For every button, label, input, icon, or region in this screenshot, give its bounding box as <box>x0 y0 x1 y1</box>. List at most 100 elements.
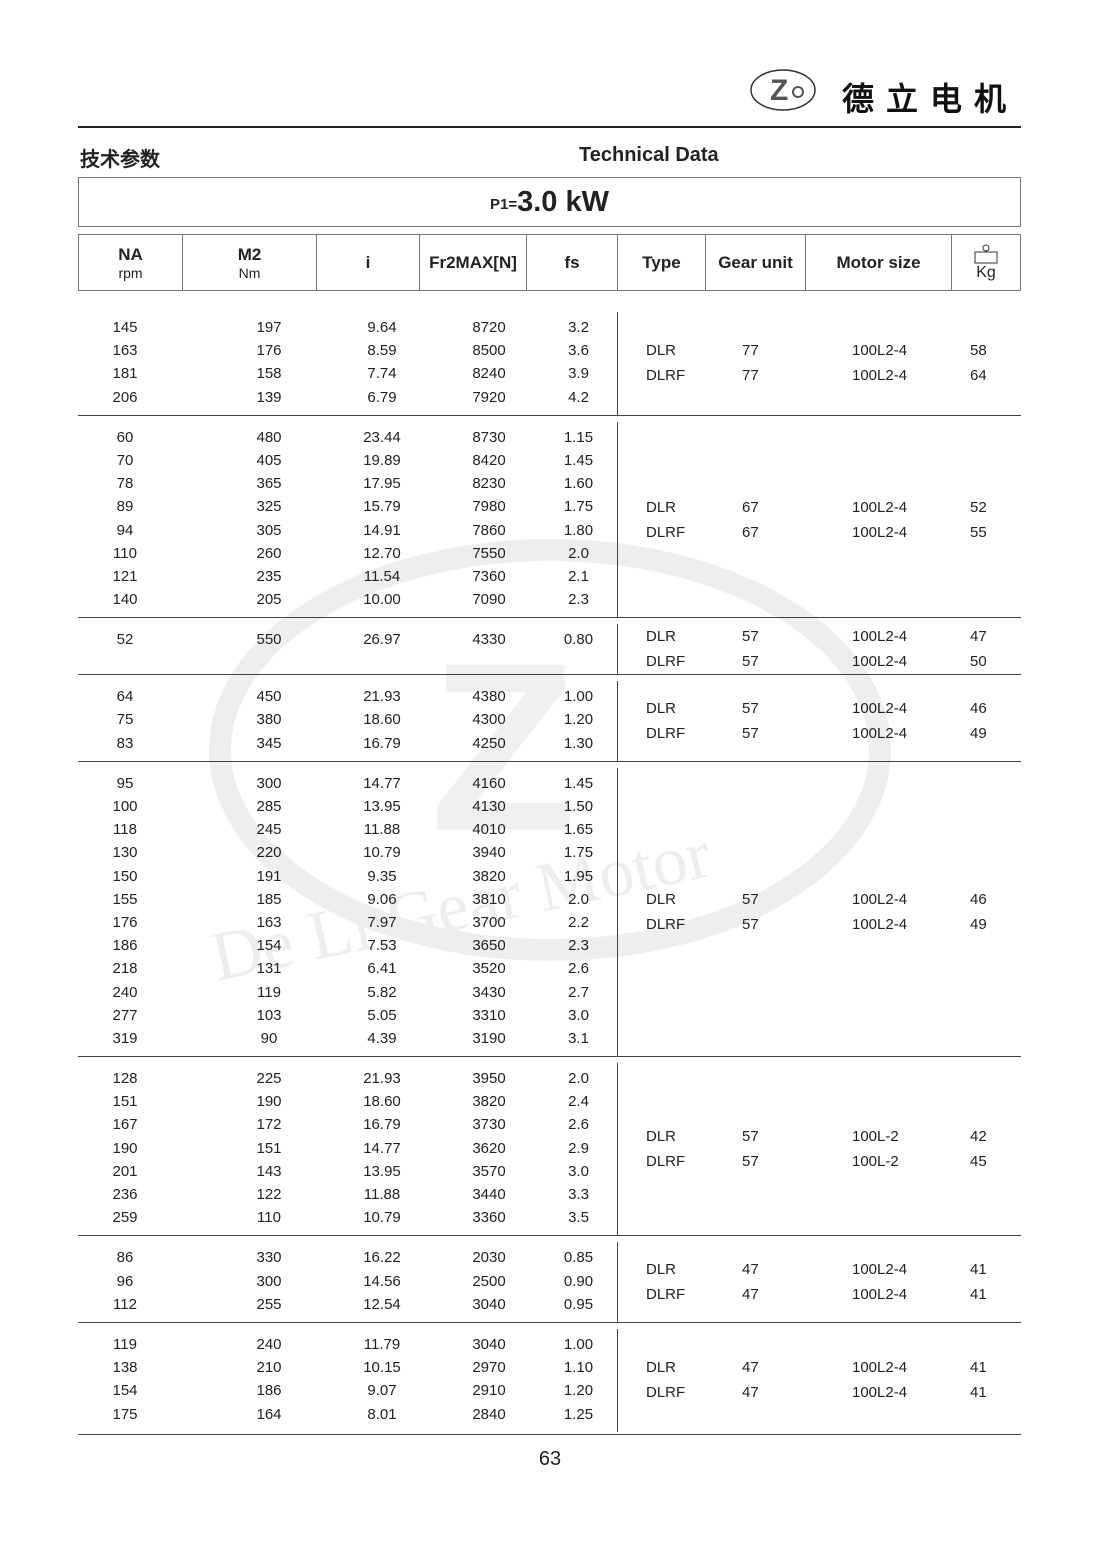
cell-i: 10.15 <box>363 1359 401 1377</box>
header-kg: Kg <box>952 235 1020 290</box>
table-row: 190 151 14.77 3620 2.9 <box>78 1137 617 1160</box>
cell-type: DLR <box>646 628 677 646</box>
cell-m2: 255 <box>256 1295 282 1313</box>
table-row: 112 255 12.54 3040 0.95 <box>78 1293 617 1316</box>
cell-fr2max: 3700 <box>472 913 506 931</box>
cell-weight: 52 <box>970 498 987 516</box>
table-row: 163 176 8.59 8500 3.6 <box>78 339 617 362</box>
cell-m2: 176 <box>256 342 282 360</box>
cell-fr2max: 4300 <box>472 711 506 729</box>
cell-fr2max: 7920 <box>472 388 506 406</box>
cell-na: 176 <box>112 913 138 931</box>
cell-fr2max: 8730 <box>472 428 506 446</box>
header-i: i <box>317 235 420 290</box>
cell-fr2max: 3040 <box>472 1295 506 1313</box>
cell-m2: 225 <box>256 1070 282 1088</box>
cell-fs: 2.1 <box>568 567 589 585</box>
table-row: 94 305 14.91 7860 1.80 <box>78 519 617 542</box>
cell-type: DLRF <box>646 915 686 933</box>
cell-gear-unit: 77 <box>742 367 759 385</box>
cell-weight: 58 <box>970 342 987 360</box>
cell-m2: 245 <box>256 821 282 839</box>
cell-gear-unit: 57 <box>742 1128 759 1146</box>
power-value: 3.0 kW <box>517 186 609 218</box>
cell-na: 175 <box>112 1405 138 1423</box>
cell-weight: 55 <box>970 523 987 541</box>
table-row: 130 220 10.79 3940 1.75 <box>78 841 617 864</box>
cell-fr2max: 8500 <box>472 342 506 360</box>
cell-motor-size: 100L2-4 <box>852 628 908 646</box>
cell-type: DLR <box>646 1359 677 1377</box>
power-label: P1= <box>490 196 518 213</box>
table-row: 110 260 12.70 7550 2.0 <box>78 542 617 565</box>
group-rows: 52 550 26.97 4330 0.80 <box>78 628 617 668</box>
cell-fr2max: 3310 <box>472 1006 506 1024</box>
cell-m2: 163 <box>256 913 282 931</box>
cell-na: 163 <box>112 342 138 360</box>
cell-fr2max: 2030 <box>472 1249 506 1267</box>
cell-m2: 110 <box>257 1209 281 1227</box>
cell-fr2max: 3620 <box>472 1139 506 1157</box>
table-row: 128 225 21.93 3950 2.0 <box>78 1067 617 1090</box>
cell-fs: 2.9 <box>568 1139 589 1157</box>
group-units: DLR 57 100L2-4 46 DLRF 57 100L2-4 49 <box>617 767 1030 1057</box>
cell-na: 140 <box>112 591 138 609</box>
cell-fr2max: 3820 <box>472 867 506 885</box>
cell-fr2max: 4250 <box>472 734 506 752</box>
cell-m2: 220 <box>256 844 282 862</box>
cell-fr2max: 7360 <box>472 567 506 585</box>
cell-m2: 450 <box>256 688 282 706</box>
cell-i: 10.00 <box>363 591 401 609</box>
cell-m2: 330 <box>256 1249 282 1267</box>
cell-motor-size: 100L-2 <box>852 1128 899 1146</box>
cell-na: 52 <box>116 631 134 649</box>
table-row: 150 191 9.35 3820 1.95 <box>78 865 617 888</box>
cell-fr2max: 2910 <box>472 1382 506 1400</box>
cell-i: 9.35 <box>367 867 397 885</box>
table-group: 86 330 16.22 2030 0.85 96 300 14.56 2500 0.90 112 2… <box>78 1236 1021 1323</box>
cell-type: DLR <box>646 498 677 516</box>
table-row: 155 185 9.06 3810 2.0 <box>78 888 617 911</box>
cell-na: 83 <box>116 734 134 752</box>
cell-fs: 0.80 <box>563 631 594 649</box>
cell-m2: 300 <box>256 774 282 792</box>
cell-fs: 1.80 <box>563 521 594 539</box>
cell-i: 26.97 <box>363 631 401 649</box>
cell-weight: 45 <box>970 1153 987 1171</box>
cell-i: 10.79 <box>363 844 401 862</box>
cell-fr2max: 2840 <box>472 1405 506 1423</box>
cell-i: 14.77 <box>363 1139 401 1157</box>
cell-type: DLR <box>646 1261 677 1279</box>
cell-fs: 1.45 <box>563 451 594 469</box>
cell-weight: 47 <box>970 628 987 646</box>
cell-fs: 3.1 <box>568 1029 589 1047</box>
cell-na: 201 <box>112 1162 138 1180</box>
table-row: 75 380 18.60 4300 1.20 <box>78 708 617 731</box>
cell-m2: 235 <box>256 567 282 585</box>
cell-i: 17.95 <box>363 475 401 493</box>
cell-m2: 185 <box>256 890 282 908</box>
cell-weight: 41 <box>970 1359 987 1377</box>
cell-fr2max: 8420 <box>472 451 506 469</box>
group-rows: 145 197 9.64 8720 3.2 163 176 8.59 8500 3.6 181 158… <box>78 316 617 409</box>
cell-na: 206 <box>112 388 138 406</box>
cell-na: 128 <box>112 1070 138 1088</box>
title-english: Technical Data <box>579 144 719 166</box>
cell-m2: 300 <box>256 1272 282 1290</box>
cell-motor-size: 100L-2 <box>852 1153 899 1171</box>
header-type: Type <box>618 235 706 290</box>
title-chinese: 技术参数 <box>80 149 160 171</box>
table-row: 89 325 15.79 7980 1.75 <box>78 495 617 518</box>
cell-na: 150 <box>112 867 138 885</box>
cell-m2: 210 <box>256 1359 282 1377</box>
cell-fs: 3.0 <box>568 1006 589 1024</box>
header-m2: M2 Nm <box>183 235 317 290</box>
header-kg-label: Kg <box>976 263 996 281</box>
cell-fr2max: 3940 <box>472 844 506 862</box>
cell-i: 18.60 <box>363 1093 401 1111</box>
company-logo: Z <box>750 69 816 111</box>
cell-i: 9.64 <box>367 319 397 336</box>
cell-type: DLRF <box>646 1286 686 1304</box>
cell-fs: 0.90 <box>563 1272 594 1290</box>
cell-weight: 41 <box>970 1384 987 1402</box>
